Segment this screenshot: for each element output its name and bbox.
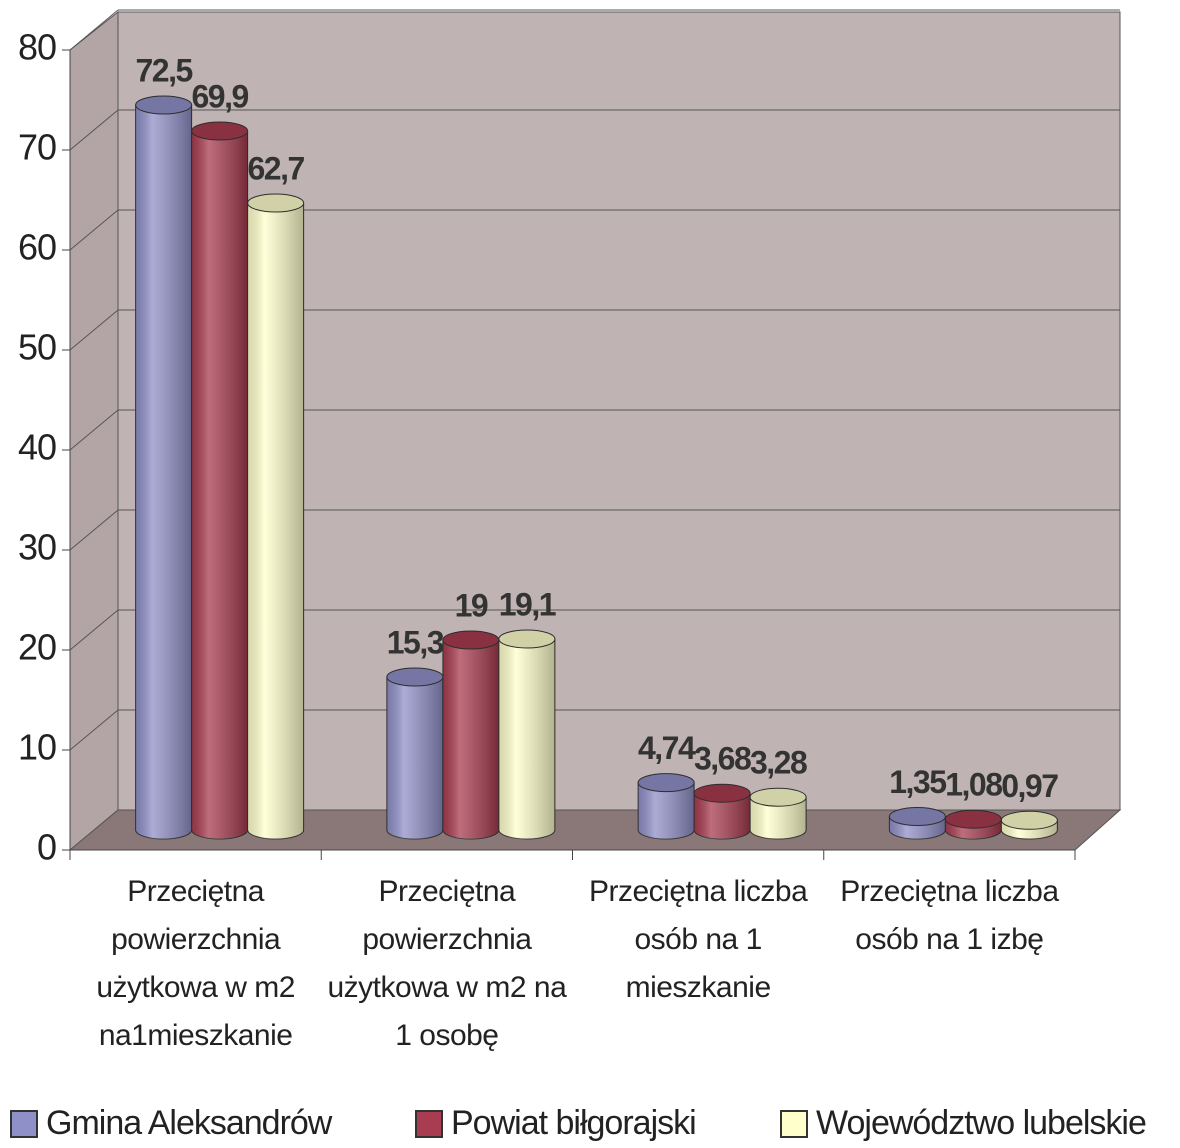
x-tick-label: Przeciętna liczba osób na 1 izbę	[840, 875, 1059, 956]
y-tick-label: 60	[18, 227, 56, 268]
value-label: 19	[455, 587, 488, 623]
y-tick-label: 80	[18, 27, 56, 68]
bar-shade	[247, 203, 304, 839]
x-tick-label: Przeciętna powierzchnia użytkowa w m2 na…	[96, 875, 295, 1052]
x-tick-label: Przeciętna powierzchnia użytkowa w m2 na…	[327, 875, 567, 1052]
bar-top	[498, 629, 556, 649]
legend-item: Województwo lubelskie	[780, 1104, 1147, 1143]
value-label: 62,7	[247, 150, 304, 186]
bar-top-shade	[442, 631, 499, 649]
grid-line	[69, 509, 119, 551]
bar-shade	[442, 640, 499, 839]
bar-top-shade	[498, 630, 555, 648]
y-tick-label: 40	[18, 427, 56, 468]
grid-line	[69, 109, 119, 151]
bar-top	[637, 773, 695, 793]
legend-swatch	[780, 1109, 808, 1138]
legend-item: Powiat biłgorajski	[415, 1104, 697, 1143]
grid-line	[69, 209, 119, 251]
grid-line	[69, 709, 119, 751]
legend-label: Gmina Aleksandrów	[46, 1104, 332, 1142]
value-label: 3,28	[750, 745, 807, 781]
bar-top-shade	[638, 773, 695, 792]
bar-shade	[191, 131, 248, 839]
legend-label: Województwo lubelskie	[816, 1104, 1147, 1142]
bar-top-shade	[945, 810, 1002, 829]
bar-top-shade	[386, 668, 443, 686]
bar-shade	[498, 639, 555, 839]
legend-item: Gmina Aleksandrów	[10, 1104, 332, 1143]
side-wall	[69, 10, 119, 852]
value-label: 72,5	[135, 52, 192, 88]
y-tick-label: 20	[18, 627, 56, 668]
bar-top-shade	[191, 122, 248, 140]
bar-shade	[750, 797, 807, 839]
bar-top-shade	[247, 194, 304, 212]
bar-top	[749, 787, 807, 807]
bar-top	[247, 193, 305, 213]
bar-top	[135, 95, 193, 115]
bar-shade	[135, 105, 192, 839]
bar-top-shade	[135, 96, 192, 114]
bar-top-shade	[694, 784, 751, 803]
bar-top-shade	[750, 788, 807, 807]
bar-top	[1000, 810, 1058, 830]
value-label: 1,35	[889, 764, 946, 800]
y-tick-label: 70	[18, 127, 56, 168]
bar-top-shade	[1001, 811, 1058, 830]
grid-line	[69, 409, 119, 451]
y-tick-label: 30	[18, 527, 56, 568]
bar-shade	[694, 793, 751, 839]
legend-label: Powiat biłgorajski	[451, 1104, 697, 1142]
value-label: 19,1	[499, 586, 556, 622]
value-label: 0,97	[1001, 768, 1058, 804]
bar-shade	[638, 782, 695, 839]
value-label: 1,08	[945, 767, 1002, 803]
grid-line	[69, 9, 119, 51]
value-label: 15,3	[387, 624, 444, 660]
value-label: 4,74	[638, 730, 696, 766]
y-tick-label: 50	[18, 327, 56, 368]
bar-shade	[386, 677, 443, 839]
legend-swatch	[415, 1109, 443, 1138]
grid-line	[69, 609, 119, 651]
y-tick-label: 0	[37, 827, 56, 868]
value-label: 69,9	[191, 78, 248, 114]
bar-top	[693, 783, 751, 803]
grid-line	[69, 309, 119, 351]
y-tick-label: 10	[18, 727, 56, 768]
bar-top	[191, 121, 249, 141]
legend-swatch	[10, 1109, 38, 1138]
value-label: 3,68	[694, 741, 751, 777]
bar-top	[888, 807, 946, 826]
bar-top-shade	[889, 807, 946, 826]
x-tick-label: Przeciętna liczba osób na 1 mieszkanie	[588, 875, 808, 1004]
